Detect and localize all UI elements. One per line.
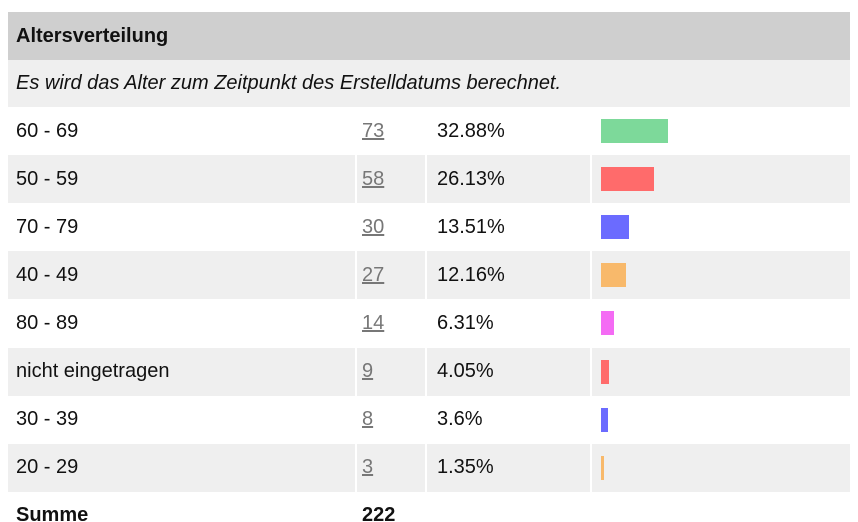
bar-cell — [601, 299, 614, 347]
cell-separator — [425, 299, 427, 348]
data-row: nicht eingetragen 9 4.05% — [8, 347, 850, 396]
age-label: 30 - 39 — [16, 408, 79, 431]
count-link[interactable]: 3 — [362, 456, 374, 479]
count-link[interactable]: 30 — [362, 215, 385, 238]
percent: 26.13% — [437, 167, 505, 190]
count-link[interactable]: 58 — [362, 167, 385, 190]
cell-separator — [425, 107, 427, 156]
age-label: nicht eingetragen — [16, 360, 170, 383]
data-row: 20 - 29 3 1.35% — [8, 443, 850, 492]
bar — [601, 167, 655, 192]
percent: 1.35% — [437, 456, 494, 479]
bar-cell — [601, 107, 669, 155]
cell-separator — [590, 203, 592, 252]
subtitle-row: Es wird das Alter zum Zeitpunkt des Erst… — [8, 60, 850, 107]
age-label: 50 - 59 — [16, 167, 79, 190]
cell-separator — [425, 443, 427, 492]
percent: 13.51% — [437, 215, 505, 238]
data-row: 80 - 89 14 6.31% — [8, 299, 850, 348]
age-label: 80 - 89 — [16, 311, 79, 334]
bar — [601, 119, 669, 144]
count-link[interactable]: 9 — [362, 360, 374, 383]
cell-separator — [590, 395, 592, 444]
data-row: 70 - 79 30 13.51% — [8, 203, 850, 252]
cell-separator — [425, 155, 427, 204]
cell-separator — [425, 491, 427, 522]
age-label: 20 - 29 — [16, 456, 79, 479]
bar — [601, 359, 610, 384]
cell-separator — [355, 155, 357, 204]
percent: 6.31% — [437, 311, 494, 334]
cell-separator — [590, 443, 592, 492]
bar-cell — [601, 444, 604, 492]
data-row: 60 - 69 73 32.88% — [8, 107, 850, 156]
cell-separator — [355, 347, 357, 396]
percent: 3.6% — [437, 408, 483, 431]
data-row: 30 - 39 8 3.6% — [8, 395, 850, 444]
cell-separator — [355, 251, 357, 300]
total-row: Summe 222 — [8, 491, 850, 522]
bar-cell — [601, 251, 626, 299]
percent: 4.05% — [437, 360, 494, 383]
cell-separator — [425, 347, 427, 396]
subtitle: Es wird das Alter zum Zeitpunkt des Erst… — [16, 72, 562, 94]
cell-separator — [590, 155, 592, 204]
age-label: 60 - 69 — [16, 119, 79, 142]
age-label: 40 - 49 — [16, 263, 79, 286]
cell-separator — [355, 203, 357, 252]
cell-separator — [355, 443, 357, 492]
bar — [601, 311, 614, 336]
percent: 32.88% — [437, 119, 505, 142]
count-link[interactable]: 27 — [362, 263, 385, 286]
percent: 12.16% — [437, 263, 505, 286]
cell-separator — [425, 395, 427, 444]
table-title: Altersverteilung — [16, 24, 169, 47]
bar-cell — [601, 396, 609, 444]
count-link[interactable]: 73 — [362, 119, 385, 142]
cell-separator — [355, 395, 357, 444]
age-table: Altersverteilung Es wird das Alter zum Z… — [8, 12, 850, 522]
cell-separator — [425, 203, 427, 252]
cell-separator — [590, 251, 592, 300]
bar — [601, 407, 609, 432]
total-count: 222 — [362, 504, 396, 522]
cell-separator — [355, 299, 357, 348]
cell-separator — [425, 251, 427, 300]
bar-cell — [601, 203, 629, 251]
bar — [601, 215, 629, 240]
data-row: 50 - 59 58 26.13% — [8, 155, 850, 204]
cell-separator — [355, 491, 357, 522]
cell-separator — [355, 107, 357, 156]
bar — [601, 455, 604, 480]
total-label: Summe — [16, 504, 89, 522]
bar-cell — [601, 348, 610, 396]
age-label: 70 - 79 — [16, 215, 79, 238]
bar — [601, 263, 626, 288]
header-row: Altersverteilung — [8, 12, 850, 60]
cell-separator — [590, 491, 592, 522]
data-row: 40 - 49 27 12.16% — [8, 251, 850, 300]
cell-separator — [590, 347, 592, 396]
cell-separator — [590, 107, 592, 156]
bar-cell — [601, 155, 655, 203]
count-link[interactable]: 8 — [362, 408, 374, 431]
cell-separator — [590, 299, 592, 348]
count-link[interactable]: 14 — [362, 311, 385, 334]
